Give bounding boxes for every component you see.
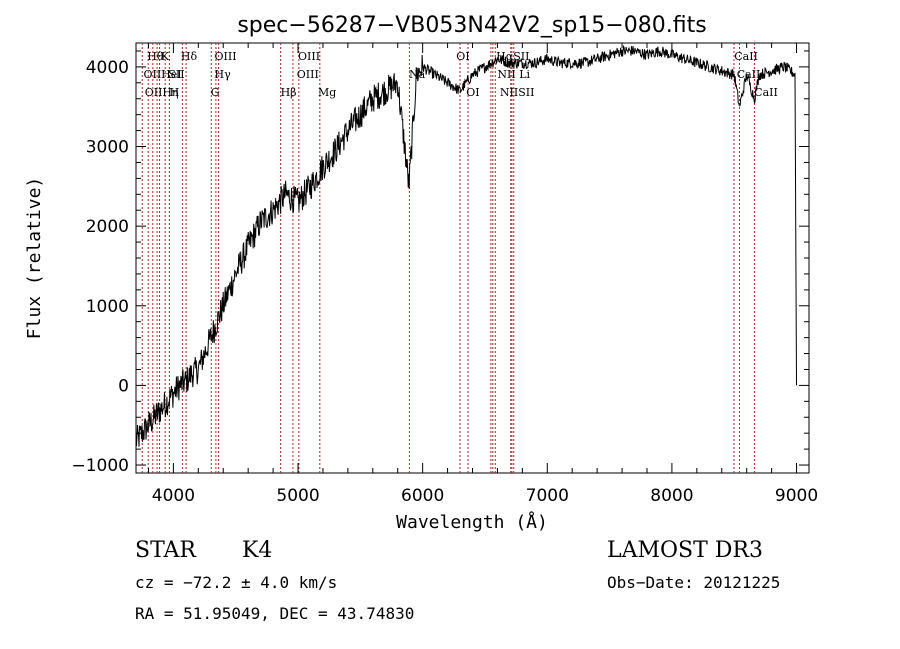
line-label: H <box>170 86 180 99</box>
line-label: Hθ <box>147 50 164 63</box>
object-class: STAR <box>135 538 196 563</box>
y-tick-label: 0 <box>118 376 129 396</box>
y-tick-label: 4000 <box>86 58 129 78</box>
x-tick-label: 8000 <box>650 486 693 506</box>
y-tick-label: 2000 <box>86 217 129 237</box>
line-label: OIII <box>298 50 320 63</box>
survey-name: LAMOST DR3 <box>607 538 763 563</box>
line-label: Hδ <box>181 50 198 63</box>
y-tick-label: 3000 <box>86 138 129 158</box>
y-tick-label: 1000 <box>86 297 129 317</box>
line-label: OIII <box>297 68 319 81</box>
line-label: OIIHη <box>145 86 179 99</box>
line-label: CaII <box>754 86 778 99</box>
line-label: SII <box>168 68 184 81</box>
line-label: CaII <box>737 68 761 81</box>
chart-title: spec−56287−VB053N42V2_sp15−080.fits <box>237 13 706 38</box>
line-label: K <box>161 50 170 63</box>
x-axis-label: Wavelength (Å) <box>396 511 548 533</box>
x-tick-label: 4000 <box>152 486 195 506</box>
line-label: OI <box>466 86 479 99</box>
line-label: Hβ <box>281 86 297 99</box>
line-label: OI <box>456 50 469 63</box>
line-label: Mg <box>318 86 336 99</box>
spectrum-line <box>135 44 797 447</box>
line-label: CaII <box>734 50 758 63</box>
x-tick-label: 5000 <box>276 486 319 506</box>
line-label: NIISII <box>500 86 535 99</box>
obs-date: Obs−Date: 20121225 <box>607 573 781 592</box>
redshift-cz: cz = −72.2 ± 4.0 km/s <box>135 573 338 592</box>
x-tick-label: 7000 <box>526 486 569 506</box>
ra-dec: RA = 51.95049, DEC = 43.74830 <box>135 604 415 623</box>
x-tick-label: 6000 <box>401 486 444 506</box>
object-subclass: K4 <box>242 538 273 563</box>
line-label: NII Li <box>497 68 530 81</box>
y-tick-label: −1000 <box>71 456 129 476</box>
line-label: G <box>211 86 220 99</box>
line-label: OIII <box>215 50 237 63</box>
plot-frame <box>135 42 810 474</box>
line-label: Hγ <box>215 68 232 81</box>
y-axis-label: Flux (relative) <box>24 177 45 340</box>
line-label: OIIHeI <box>143 68 181 81</box>
x-tick-label: 9000 <box>775 486 818 506</box>
